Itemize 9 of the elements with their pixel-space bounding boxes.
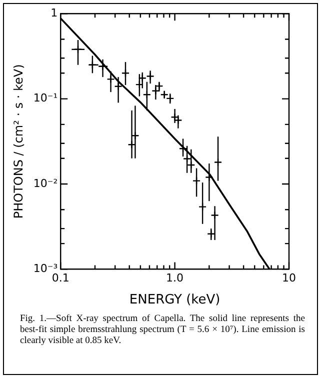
x-tick-label: 10 — [282, 272, 296, 285]
x-tick-label: 0.1 — [52, 272, 70, 285]
x-tick-label: 1.0 — [166, 272, 184, 285]
x-axis-title: ENERGY (keV) — [129, 292, 220, 308]
y-tick-label: 10⁻¹ — [33, 92, 58, 105]
y-tick-label: 10⁻² — [33, 176, 58, 190]
caption: Fig. 1.—Soft X-ray spectrum of Capella. The solid line represents the best-fit simple bremsstrahlung spectrum (T = 5.6 × 10⁷). Line emission is clearly visible at 0.85 keV. — [20, 314, 305, 347]
y-tick-label: 1 — [50, 6, 58, 20]
y-axis-title: PHOTONS / (cm² · s · keV) — [11, 64, 26, 219]
